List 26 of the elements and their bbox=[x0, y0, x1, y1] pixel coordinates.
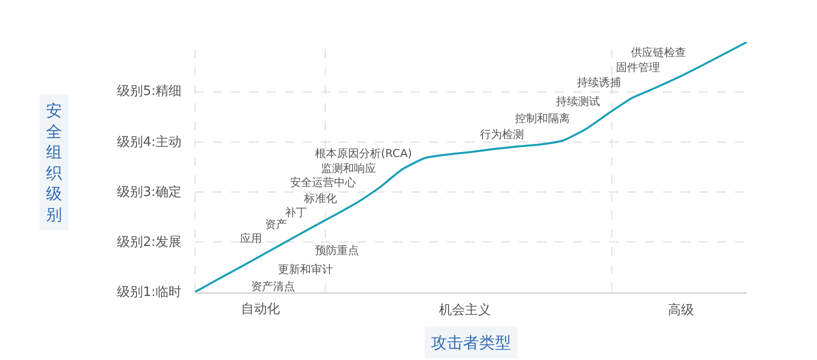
annotation: 供应链检查 bbox=[631, 46, 686, 59]
text: 级别3:确定 bbox=[117, 185, 182, 200]
annotation: 资产清点 bbox=[251, 280, 295, 293]
annotation: 监测和响应 bbox=[321, 162, 376, 175]
annotation: 持续测试 bbox=[556, 95, 600, 108]
annotation: 资产 bbox=[265, 218, 287, 231]
text: 级别2:发展 bbox=[117, 235, 182, 250]
text: 高级 bbox=[668, 302, 694, 318]
x-axis-title: 攻击者类型 bbox=[431, 333, 511, 352]
annotation: 根本原因分析(RCA) bbox=[315, 147, 412, 160]
text: 安全组织级别 bbox=[46, 101, 62, 224]
text: 级别4:主动 bbox=[117, 134, 182, 150]
annotation: 补丁 bbox=[285, 206, 307, 219]
annotation: 行为检测 bbox=[480, 128, 524, 141]
annotation: 固件管理 bbox=[616, 61, 660, 74]
annotation: 预防重点 bbox=[315, 244, 359, 257]
text: 机会主义 bbox=[439, 302, 491, 318]
annotation: 更新和审计 bbox=[278, 263, 333, 276]
annotation: 安全运营中心 bbox=[290, 176, 356, 189]
annotation: 持续诱捕 bbox=[577, 76, 621, 89]
annotation: 标准化 bbox=[303, 192, 337, 205]
text: 级别1:临时 bbox=[117, 285, 182, 300]
text: 级别5:精细 bbox=[117, 84, 182, 99]
annotation: 应用 bbox=[240, 232, 262, 245]
text: 自动化 bbox=[241, 302, 280, 317]
annotation: 控制和隔离 bbox=[515, 112, 570, 125]
